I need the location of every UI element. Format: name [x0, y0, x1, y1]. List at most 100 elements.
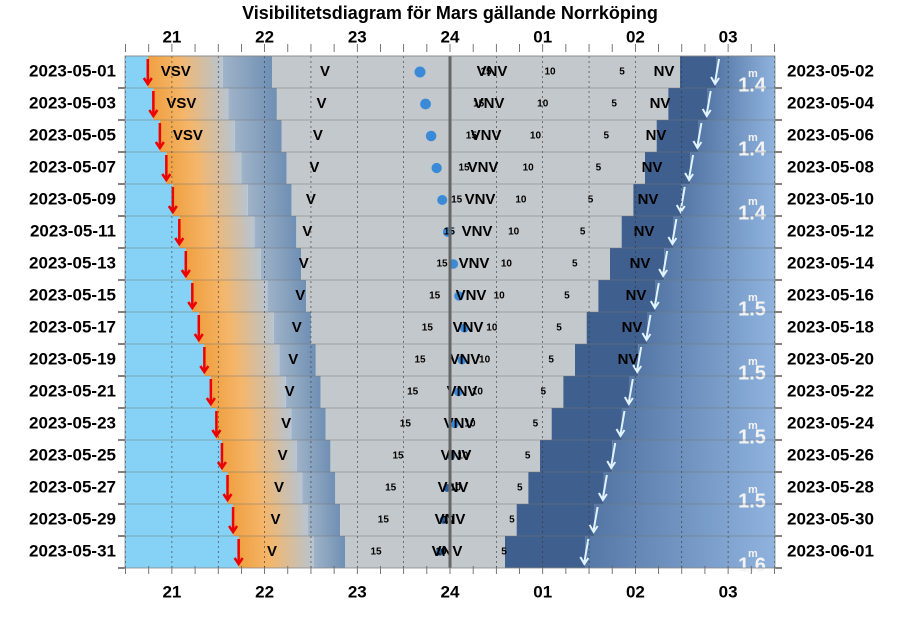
mars-dot — [457, 355, 467, 365]
night — [610, 248, 665, 280]
direction-label: VNV — [447, 383, 478, 400]
direction-label: V — [299, 255, 309, 272]
direction-label: NV — [646, 127, 667, 144]
sunrise-arrow — [701, 90, 712, 118]
altitude-label: 15 — [392, 451, 404, 462]
direction-label: NV — [650, 95, 671, 112]
direction-label: V — [274, 479, 284, 496]
magnitude-unit: m — [748, 356, 758, 368]
day-sky — [125, 536, 239, 568]
date-right: 2023-05-04 — [787, 93, 875, 112]
magnitude: 1.6 — [738, 554, 766, 576]
magnitude: 1.4 — [738, 138, 767, 160]
date-right: 2023-05-24 — [787, 413, 875, 432]
magnitude-unit: m — [748, 132, 758, 144]
dusk — [260, 248, 302, 280]
arrow — [649, 282, 660, 310]
twilight — [233, 504, 309, 536]
dawn — [647, 312, 775, 344]
magnitude-unit: m — [748, 292, 758, 304]
hour-label: 03 — [719, 582, 738, 601]
day-sky — [125, 440, 222, 472]
dusk — [291, 408, 326, 440]
direction-label: NV — [626, 287, 647, 304]
sunrise-arrow — [710, 58, 721, 86]
dusk — [234, 120, 282, 152]
mars-up — [340, 504, 517, 536]
hour-label: 24 — [441, 582, 460, 601]
twilight — [198, 312, 274, 344]
dawn — [629, 376, 775, 408]
hour-label: 21 — [162, 582, 181, 601]
magnitude: 1.5 — [738, 362, 766, 384]
arrow — [623, 378, 634, 406]
day-sky — [125, 120, 160, 152]
night — [668, 88, 708, 120]
dawn — [612, 440, 775, 472]
twilight — [204, 344, 280, 376]
magnitude: 1.4 — [738, 202, 767, 224]
sunset-arrow — [167, 187, 178, 215]
date-left: 2023-05-03 — [29, 93, 116, 112]
arrow — [222, 475, 233, 503]
arrow — [174, 219, 185, 247]
altitude-label: 10 — [523, 163, 535, 174]
sunrise-arrow — [675, 186, 686, 214]
sunset-arrow — [161, 155, 172, 183]
hour-label: 21 — [162, 27, 181, 46]
sunset-arrow — [216, 443, 227, 471]
direction-label: NV — [634, 223, 655, 240]
direction-label: V — [309, 159, 319, 176]
magnitude-unit: m — [748, 196, 758, 208]
altitude-label: 15 — [429, 291, 441, 302]
dawn — [673, 216, 775, 248]
direction-label: NV — [618, 351, 639, 368]
altitude-label: 10 — [494, 291, 506, 302]
altitude-label: 5 — [619, 67, 625, 78]
date-right: 2023-05-06 — [787, 125, 874, 144]
mars-up — [272, 56, 680, 88]
altitude-label: 15 — [473, 99, 485, 110]
hour-label: 03 — [719, 27, 738, 46]
altitude-label: 5 — [533, 419, 539, 430]
date-right: 2023-05-22 — [787, 381, 874, 400]
altitude-label: 5 — [541, 387, 547, 398]
altitude-label: 5 — [556, 323, 562, 334]
sunrise-arrow — [615, 410, 626, 438]
date-left: 2023-05-01 — [29, 61, 116, 80]
altitude-label: 5 — [596, 163, 602, 174]
date-left: 2023-05-29 — [29, 509, 116, 528]
night — [645, 152, 691, 184]
sunset-arrow — [199, 347, 210, 375]
dawn — [707, 88, 775, 120]
mars-dot — [450, 419, 459, 429]
direction-label: V — [278, 447, 288, 464]
sunset-arrow — [222, 475, 233, 503]
dawn — [594, 504, 775, 536]
arrow — [701, 90, 712, 118]
arrow — [167, 187, 178, 215]
direction-label: VNV — [459, 255, 490, 272]
mars-dot — [437, 194, 448, 206]
direction-label: VNV — [462, 223, 493, 240]
night — [563, 376, 630, 408]
dusk — [267, 280, 307, 312]
twilight — [185, 248, 261, 280]
twilight — [153, 88, 229, 120]
arrow — [211, 411, 222, 439]
altitude-label: 5 — [517, 483, 523, 494]
magnitude-unit: m — [748, 484, 758, 496]
day-sky — [125, 152, 167, 184]
sunset-arrow — [193, 315, 204, 343]
dusk — [308, 504, 341, 536]
arrow — [641, 314, 652, 342]
direction-label: VSV — [161, 63, 191, 80]
twilight — [227, 472, 303, 504]
date-left: 2023-05-27 — [29, 477, 116, 496]
sunset-arrow — [148, 91, 159, 119]
hour-label: 01 — [533, 582, 552, 601]
direction-label: VSV — [173, 127, 203, 144]
date-right: 2023-05-02 — [787, 61, 874, 80]
arrow — [658, 250, 669, 278]
